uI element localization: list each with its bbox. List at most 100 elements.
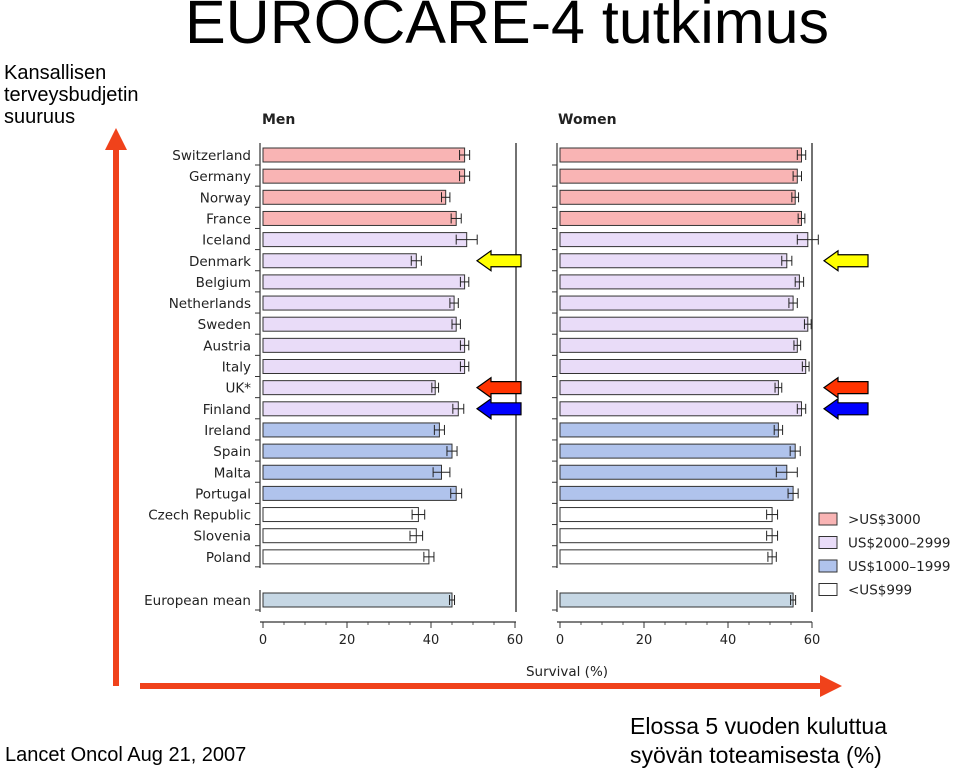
bar bbox=[559, 528, 773, 544]
country-label: Sweden bbox=[198, 317, 251, 333]
country-label: Finland bbox=[203, 402, 251, 418]
bar bbox=[262, 507, 419, 523]
country-label: France bbox=[206, 211, 251, 227]
bar bbox=[559, 232, 809, 248]
bar bbox=[262, 549, 430, 565]
bar bbox=[559, 359, 807, 374]
country-label: UK* bbox=[226, 381, 252, 397]
survival-axis-label-line: syövän toteamisesta (%) bbox=[630, 742, 882, 768]
bar bbox=[262, 189, 447, 205]
bar bbox=[559, 422, 779, 438]
country-label: Norway bbox=[200, 190, 251, 206]
country-label: Iceland bbox=[202, 233, 251, 249]
annotation-arrow-women bbox=[822, 397, 869, 420]
citation: Lancet Oncol Aug 21, 2007 bbox=[5, 744, 247, 766]
x-tick-label: 0 bbox=[259, 633, 267, 648]
bar bbox=[559, 443, 796, 459]
legend-swatch bbox=[818, 512, 838, 526]
bar bbox=[559, 549, 773, 565]
legend-label: US$2000–2999 bbox=[848, 536, 951, 552]
bar bbox=[262, 401, 459, 417]
x-tick-label: 20 bbox=[339, 633, 356, 648]
survival-axis-label-line: Elossa 5 vuoden kuluttua bbox=[630, 713, 888, 739]
bar bbox=[559, 337, 798, 353]
bar bbox=[559, 168, 798, 184]
budget-axis-label-line: terveysbudjetin bbox=[4, 84, 139, 106]
bar bbox=[262, 528, 417, 544]
bar bbox=[262, 274, 466, 290]
country-label: European mean bbox=[144, 593, 251, 609]
x-tick-label: 40 bbox=[720, 633, 737, 648]
legend-label: US$1000–1999 bbox=[848, 559, 951, 575]
country-label: Slovenia bbox=[194, 529, 251, 545]
country-label: Czech Republic bbox=[148, 508, 251, 524]
bar bbox=[262, 316, 457, 332]
bar bbox=[559, 253, 788, 269]
bar bbox=[262, 168, 466, 184]
bar bbox=[559, 210, 802, 226]
country-label: Belgium bbox=[196, 275, 251, 291]
panel-title: Women bbox=[558, 112, 617, 128]
bar bbox=[559, 592, 794, 608]
bar bbox=[559, 507, 773, 523]
legend-swatch bbox=[818, 583, 838, 596]
bar bbox=[559, 274, 800, 290]
bar bbox=[262, 485, 457, 501]
bar bbox=[559, 485, 794, 501]
bar bbox=[262, 443, 453, 459]
legend-label: >US$3000 bbox=[848, 512, 921, 528]
country-label: Denmark bbox=[189, 254, 251, 270]
survival-axis-label: Elossa 5 vuoden kuluttua syövän toteamis… bbox=[630, 712, 887, 770]
country-label: Germany bbox=[189, 169, 251, 185]
bar bbox=[559, 295, 794, 311]
budget-axis-label: Kansallisen terveysbudjetin suuruus bbox=[4, 62, 139, 128]
bar bbox=[262, 380, 436, 396]
country-label: Spain bbox=[213, 444, 251, 460]
legend-label: <US$999 bbox=[848, 583, 912, 599]
country-label: Netherlands bbox=[169, 296, 251, 312]
x-tick-label: 40 bbox=[423, 633, 440, 648]
legend-swatch bbox=[818, 536, 838, 549]
bar bbox=[262, 210, 457, 226]
bar bbox=[559, 189, 796, 205]
annotation-arrow-men bbox=[475, 249, 522, 272]
bar bbox=[262, 464, 442, 480]
bar bbox=[262, 422, 440, 438]
bar bbox=[262, 337, 466, 353]
legend-swatch bbox=[818, 559, 838, 573]
country-label: Austria bbox=[203, 338, 251, 354]
country-label: Portugal bbox=[195, 486, 251, 502]
bar bbox=[262, 295, 455, 311]
budget-axis-label-line: suuruus bbox=[4, 106, 76, 128]
bar bbox=[559, 380, 779, 396]
bar bbox=[559, 147, 802, 163]
annotation-arrow-men bbox=[475, 376, 522, 399]
bar bbox=[559, 316, 809, 332]
bar bbox=[559, 464, 788, 480]
x-tick-label: 60 bbox=[804, 633, 821, 648]
bar bbox=[262, 359, 466, 374]
annotation-arrow-men bbox=[475, 397, 522, 420]
annotation-arrow-women bbox=[822, 249, 869, 272]
bar bbox=[262, 232, 468, 248]
country-label: Switzerland bbox=[172, 148, 251, 164]
budget-arrow-head bbox=[105, 128, 127, 150]
bar bbox=[262, 147, 466, 163]
country-label: Ireland bbox=[204, 423, 251, 439]
x-tick-label: 0 bbox=[556, 633, 564, 648]
x-tick-label: 60 bbox=[507, 633, 524, 648]
panel-title: Men bbox=[262, 112, 295, 128]
budget-axis-label-line: Kansallisen bbox=[4, 62, 107, 84]
slide-title: EUROCARE-4 tutkimus bbox=[185, 0, 830, 56]
country-label: Italy bbox=[222, 360, 251, 376]
country-label: Poland bbox=[206, 550, 251, 566]
x-tick-label: 20 bbox=[636, 633, 653, 648]
annotation-arrow-women bbox=[822, 376, 869, 399]
survival-arrow-head bbox=[820, 675, 842, 697]
bar bbox=[262, 592, 453, 608]
country-label: Malta bbox=[214, 465, 251, 481]
bar bbox=[559, 401, 802, 417]
x-axis-label: Survival (%) bbox=[526, 664, 608, 680]
bar bbox=[262, 253, 417, 269]
